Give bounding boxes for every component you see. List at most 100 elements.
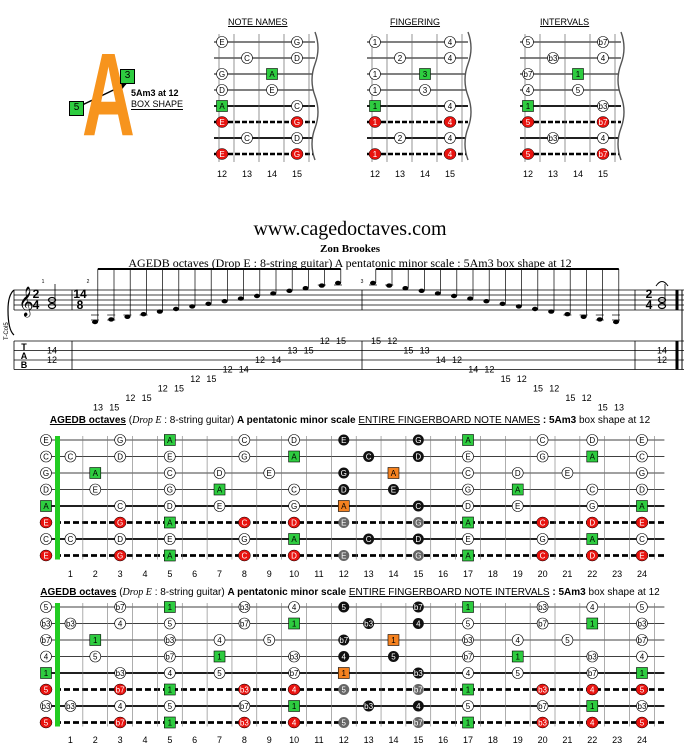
tab-number: 13 <box>420 346 430 356</box>
fretboard-marker-label: b3 <box>464 636 473 645</box>
fretboard-marker <box>412 601 424 613</box>
fretboard-marker <box>338 684 350 695</box>
fretboard-marker <box>337 500 350 512</box>
fretboard-marker-label: 1 <box>292 620 297 629</box>
fretboard-open-marker-label: E <box>43 552 48 561</box>
fretboard-open-marker <box>40 500 52 512</box>
fretboard-fret-number: 20 <box>538 735 548 745</box>
diagram-note-names-marker-label: D <box>294 54 300 63</box>
fretboard-marker-label: G <box>341 469 347 478</box>
fretboard-marker-label: C <box>241 552 247 561</box>
fretboard-marker <box>586 601 599 613</box>
fretboard-marker-label: D <box>167 502 173 511</box>
note-head <box>499 301 506 306</box>
fretboard-marker-label: D <box>217 469 223 478</box>
diagram-note-names-marker-label: G <box>219 70 225 79</box>
note-head <box>302 286 309 291</box>
diagram-intervals-marker-label: 5 <box>526 118 531 127</box>
fretboard-open-marker-label: C <box>43 453 49 462</box>
fretboard-marker <box>288 500 300 512</box>
fretboard-marker <box>635 716 649 729</box>
fretboard-marker <box>586 533 599 545</box>
fretboard-open-marker <box>40 467 52 479</box>
fretboard-marker <box>164 434 176 446</box>
diagram-fingering-marker-label: 4 <box>448 134 453 143</box>
fretboard-fret-number: 18 <box>488 735 498 745</box>
fretboard-marker <box>462 450 474 463</box>
diagram-note-names-marker-label: G <box>294 118 300 127</box>
fretboard-marker <box>561 467 574 479</box>
fretboard-marker-label: D <box>291 519 297 528</box>
note-head <box>124 314 131 319</box>
fretboard-marker-label: 4 <box>168 669 173 678</box>
fretboard-marker-label: 1 <box>168 719 173 728</box>
fretboard-marker <box>288 434 300 446</box>
fretboard-marker <box>412 550 424 561</box>
diagram-intervals-marker-label: 5 <box>526 150 531 159</box>
fretboard-marker-label: A <box>167 552 173 561</box>
fretboard-marker-label: b3 <box>165 636 174 645</box>
fretboard-marker <box>363 533 375 545</box>
fretboard-fret-number: 20 <box>538 569 548 579</box>
fretboard-marker-label: 4 <box>217 636 222 645</box>
fretboard-marker <box>288 650 300 663</box>
fretboard-open-marker <box>40 650 52 663</box>
fretboard-fret-number: 21 <box>562 569 572 579</box>
diagram-intervals-marker-label: 1 <box>576 70 581 79</box>
fretboard-marker-label: E <box>341 519 346 528</box>
fretboard-marker <box>338 467 350 479</box>
note-head <box>402 286 409 291</box>
fretboard-marker-label: E <box>267 469 272 478</box>
fretboard-marker-label: E <box>565 469 570 478</box>
author: Zon Brookes <box>319 243 380 255</box>
fretboard-marker <box>164 667 176 679</box>
fretboard-marker <box>164 650 176 663</box>
fretboard-open-marker <box>40 700 52 712</box>
fretboard-marker-label: 4 <box>292 686 297 695</box>
diagram-intervals-marker <box>597 100 609 112</box>
fretboard-marker <box>114 700 126 712</box>
fretboard-marker <box>288 533 300 545</box>
fretboard-marker-label: A <box>291 535 297 544</box>
diagram-fingering-marker <box>444 36 456 48</box>
logo-marker-top: 3 <box>120 69 135 84</box>
fretboard-marker-label: b7 <box>116 603 125 612</box>
fretboard-marker-label: 1 <box>391 636 396 645</box>
fretboard-marker-label: C <box>366 453 372 462</box>
fretboard-fret-number: 19 <box>513 569 523 579</box>
fretboard-marker <box>89 650 102 663</box>
title-part: AGEDB octaves <box>40 587 117 598</box>
fretboard-marker <box>635 549 649 562</box>
diagram-intervals-marker <box>572 68 584 80</box>
fretboard-marker <box>288 450 300 463</box>
fretboard-marker-label: b3 <box>414 669 423 678</box>
fretboard-marker-label: E <box>167 535 172 544</box>
fretboard-marker-label: b3 <box>538 603 547 612</box>
fretboard-marker-label: G <box>639 469 645 478</box>
fretboard-fret-number: 16 <box>438 569 448 579</box>
fretboard-marker <box>586 716 599 729</box>
note-head <box>613 319 619 325</box>
fretboard-marker-label: C <box>68 453 74 462</box>
fretboard-marker <box>462 500 474 512</box>
note-head <box>92 319 98 325</box>
fretboard-marker-label: C <box>465 469 471 478</box>
fretboard-open-marker-label: E <box>43 519 48 528</box>
fretboard-fret-number: 11 <box>314 735 323 745</box>
fretboard-fret-number: 11 <box>314 569 323 579</box>
fretboard-marker <box>636 700 648 712</box>
fretboard-marker-label: 1 <box>292 702 297 711</box>
diagram-intervals-marker <box>597 36 609 48</box>
fretboard-marker-label: C <box>117 502 123 511</box>
tab-number: 15 <box>142 393 152 403</box>
fretboard-marker-label: b7 <box>116 686 125 695</box>
fretboard-marker <box>636 667 648 679</box>
fretboard-marker <box>288 601 300 613</box>
fretboard-marker <box>586 683 599 696</box>
fretboard-marker <box>511 650 524 663</box>
fretboard-fret-number: 4 <box>142 569 147 579</box>
title-part: : 5Am3 <box>542 415 577 426</box>
fretboard-marker <box>164 516 176 529</box>
fretboard-marker <box>363 700 375 712</box>
fretboard-marker-label: D <box>589 552 595 561</box>
